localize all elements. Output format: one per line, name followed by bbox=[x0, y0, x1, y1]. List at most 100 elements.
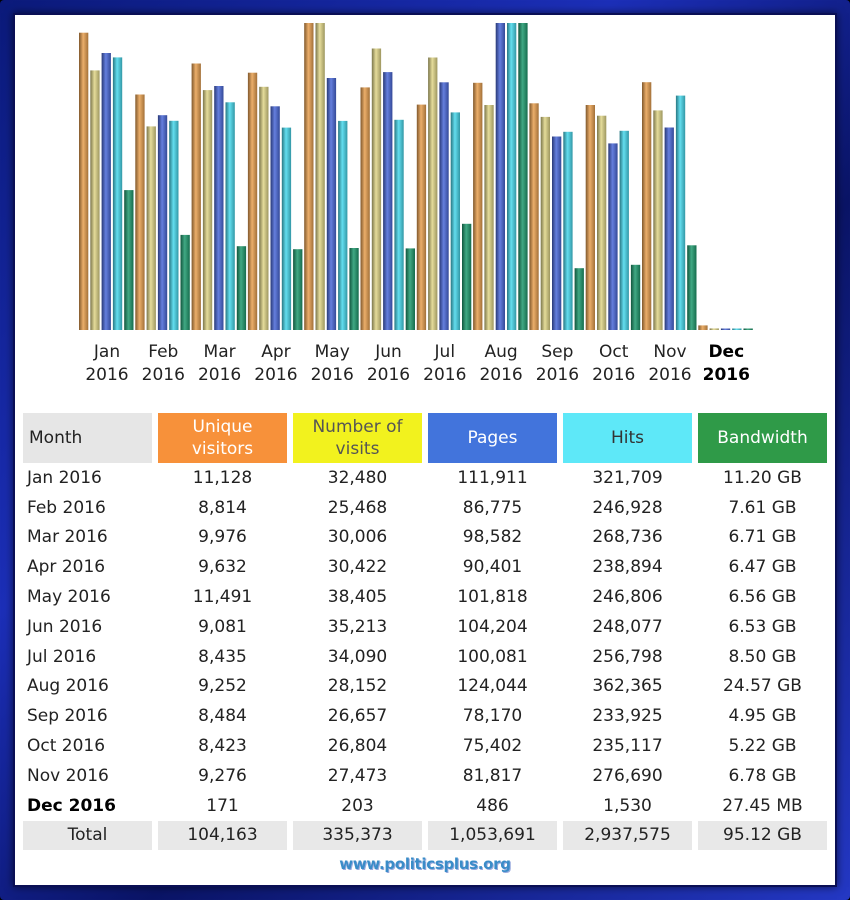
cell-visits: 30,006 bbox=[327, 527, 388, 548]
table-header-row: Month Unique visitors Number of visits Pag… bbox=[23, 413, 827, 463]
cell-bandwidth: 11.20 GB bbox=[723, 467, 802, 488]
cell-unique-visitors: 9,632 bbox=[198, 557, 247, 578]
table-row: Aug 2016 9,252 28,152 124,044 362,365 24.57 G… bbox=[23, 672, 827, 702]
bar-pages bbox=[270, 106, 280, 330]
cell-hits: 276,690 bbox=[592, 765, 663, 786]
x-tick-label: Jul bbox=[434, 342, 456, 362]
bar-unique-visitors bbox=[529, 103, 539, 330]
cell-unique-visitors: 8,814 bbox=[198, 497, 247, 518]
bar-hits bbox=[112, 57, 123, 331]
cell-visits: 203 bbox=[341, 795, 374, 816]
bar-visits bbox=[259, 86, 269, 330]
cell-pages: 98,582 bbox=[462, 527, 523, 548]
cell-month: Sep 2016 bbox=[27, 706, 108, 727]
cell-month: Total bbox=[23, 820, 152, 851]
cell-hits: 321,709 bbox=[592, 467, 663, 488]
bar-hits bbox=[169, 120, 179, 330]
bar-visits bbox=[315, 23, 325, 330]
bar-bandwidth bbox=[405, 248, 415, 330]
table-row: Oct 2016 8,423 26,804 75,402 235,117 5.22 GB bbox=[23, 731, 827, 761]
bar-hits bbox=[507, 23, 517, 330]
bar-hits bbox=[732, 328, 742, 330]
bar-pages bbox=[495, 23, 505, 330]
header-label-line: Unique bbox=[192, 417, 253, 437]
bar-visits bbox=[653, 110, 663, 331]
header-number-of-visits: Number of visits bbox=[293, 413, 422, 463]
cell-hits: 246,928 bbox=[592, 497, 663, 518]
x-tick-label: 2016 bbox=[592, 365, 635, 385]
cell-unique-visitors: 9,252 bbox=[198, 676, 247, 697]
x-tick-label: 2016 bbox=[703, 365, 750, 385]
bar-unique-visitors bbox=[473, 82, 483, 330]
cell-visits: 335,373 bbox=[293, 820, 422, 851]
bar-hits bbox=[338, 120, 348, 331]
bar-unique-visitors bbox=[360, 87, 370, 331]
cell-hits: 268,736 bbox=[592, 527, 663, 548]
cell-visits: 32,480 bbox=[327, 467, 388, 488]
header-label-line: Number of bbox=[312, 417, 403, 437]
cell-visits: 38,405 bbox=[327, 587, 388, 608]
cell-visits: 34,090 bbox=[327, 646, 388, 667]
x-tick-label: 2016 bbox=[479, 365, 522, 385]
cell-month: Oct 2016 bbox=[27, 736, 106, 757]
cell-hits: 238,894 bbox=[592, 557, 663, 578]
bar-hits bbox=[450, 112, 460, 331]
header-label-line: visitors bbox=[191, 439, 254, 459]
cell-unique-visitors: 104,163 bbox=[158, 820, 287, 851]
cell-hits: 246,806 bbox=[592, 587, 663, 608]
x-tick-label: 2016 bbox=[311, 365, 354, 385]
bar-bandwidth bbox=[180, 234, 190, 330]
bar-unique-visitors bbox=[698, 325, 708, 330]
bar-bandwidth bbox=[349, 248, 359, 330]
bar-hits bbox=[225, 102, 235, 330]
cell-month: Mar 2016 bbox=[27, 527, 108, 548]
bar-hits bbox=[281, 127, 292, 330]
cell-month: Jan 2016 bbox=[27, 467, 102, 488]
cell-unique-visitors: 8,423 bbox=[198, 736, 247, 757]
bar-unique-visitors bbox=[191, 63, 201, 330]
cell-unique-visitors: 8,484 bbox=[198, 706, 247, 727]
bar-hits bbox=[675, 95, 686, 330]
bar-unique-visitors bbox=[585, 105, 595, 330]
table-row: May 2016 11,491 38,405 101,818 246,806 6.56 G… bbox=[23, 582, 827, 612]
cell-visits: 28,152 bbox=[327, 676, 388, 697]
cell-unique-visitors: 11,491 bbox=[192, 587, 253, 608]
x-tick-label: 2016 bbox=[142, 365, 185, 385]
table-row: Jun 2016 9,081 35,213 104,204 248,077 6.53 GB bbox=[23, 612, 827, 642]
cell-bandwidth: 27.45 MB bbox=[722, 795, 803, 816]
bar-visits bbox=[540, 116, 550, 331]
x-tick-label: Apr bbox=[261, 342, 290, 362]
cell-hits: 1,530 bbox=[603, 795, 652, 816]
cell-bandwidth: 7.61 GB bbox=[728, 497, 797, 518]
cell-pages: 100,081 bbox=[457, 646, 528, 667]
cell-pages: 86,775 bbox=[462, 497, 523, 518]
x-tick-label: 2016 bbox=[648, 365, 691, 385]
x-tick-label: 2016 bbox=[536, 365, 579, 385]
cell-pages: 78,170 bbox=[462, 706, 523, 727]
cell-month: Jun 2016 bbox=[27, 616, 103, 637]
cell-month: Nov 2016 bbox=[27, 765, 109, 786]
bar-bandwidth bbox=[743, 328, 753, 330]
cell-month: Jul 2016 bbox=[27, 646, 97, 667]
cell-visits: 26,657 bbox=[327, 706, 388, 727]
cell-unique-visitors: 11,128 bbox=[192, 467, 253, 488]
table-row: Sep 2016 8,484 26,657 78,170 233,925 4.95 GB bbox=[23, 701, 827, 731]
x-tick-label: Dec bbox=[708, 342, 744, 362]
cell-month: Feb 2016 bbox=[27, 497, 106, 518]
bar-bandwidth bbox=[462, 223, 472, 330]
cell-pages: 124,044 bbox=[457, 676, 528, 697]
header-month: Month bbox=[23, 413, 152, 463]
cell-bandwidth: 6.56 GB bbox=[728, 587, 797, 608]
bar-pages bbox=[552, 136, 562, 330]
header-hits: Hits bbox=[563, 413, 692, 463]
x-tick-label: Sep bbox=[541, 342, 573, 362]
cell-hits: 362,365 bbox=[592, 676, 663, 697]
bar-visits bbox=[146, 126, 156, 331]
cell-bandwidth: 8.50 GB bbox=[728, 646, 797, 667]
cell-bandwidth: 6.71 GB bbox=[728, 527, 797, 548]
cell-month: Dec 2016 bbox=[27, 795, 116, 816]
bar-hits bbox=[563, 131, 573, 330]
cell-bandwidth: 6.78 GB bbox=[728, 765, 797, 786]
bar-bandwidth bbox=[687, 245, 697, 330]
bar-hits bbox=[394, 119, 404, 330]
